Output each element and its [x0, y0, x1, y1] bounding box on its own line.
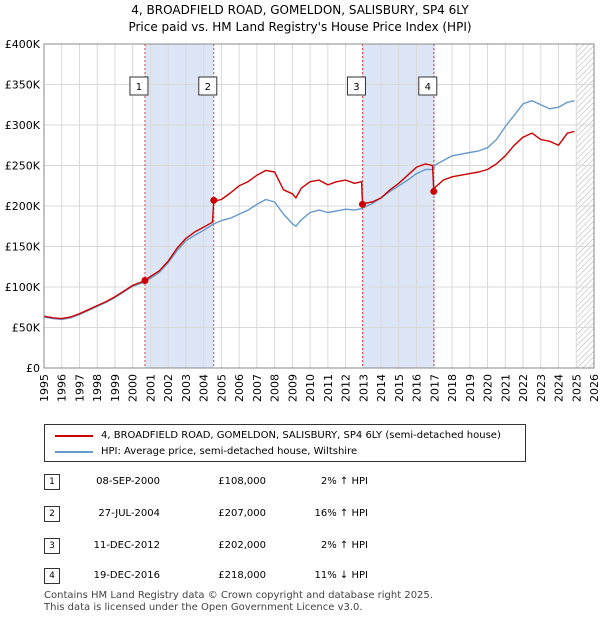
x-tick-label: 2002	[162, 374, 175, 402]
x-tick-label: 2024	[553, 374, 566, 402]
transaction-hpi: 2% ↑ HPI	[290, 540, 368, 551]
x-tick-label: 2025	[570, 374, 583, 402]
transaction-date: 08-SEP-2000	[70, 476, 160, 487]
x-tick-label: 2008	[269, 374, 282, 402]
transaction-date: 19-DEC-2016	[70, 570, 160, 581]
x-tick-label: 2006	[233, 374, 246, 402]
sale-marker-label: 3	[353, 82, 359, 93]
sale-point	[359, 201, 366, 208]
x-tick-label: 2000	[127, 374, 140, 402]
legend-label-property: 4, BROADFIELD ROAD, GOMELDON, SALISBURY,…	[101, 428, 501, 444]
x-tick-label: 2012	[340, 374, 353, 402]
transaction-number: 3	[44, 538, 60, 554]
x-tick-label: 2019	[464, 374, 477, 402]
legend-label-hpi: HPI: Average price, semi-detached house,…	[101, 444, 357, 460]
x-tick-label: 2026	[588, 374, 600, 402]
sale-marker-label: 2	[205, 82, 211, 93]
price-chart: 1 2 3 4 £0 £50K £100K £150K £200K £250K £300K £350…	[0, 0, 600, 420]
y-tick-label: £400K	[5, 38, 41, 51]
sale-marker-label: 4	[425, 82, 431, 93]
x-tick-label: 2022	[517, 374, 530, 402]
x-tick-label: 2023	[535, 374, 548, 402]
y-tick-label: £250K	[5, 160, 41, 173]
x-tick-label: 2007	[251, 374, 264, 402]
x-tick-label: 2015	[393, 374, 406, 402]
x-tick-label: 1999	[109, 374, 122, 402]
transaction-number: 2	[44, 506, 60, 522]
transaction-date: 27-JUL-2004	[70, 508, 160, 519]
transaction-price: £202,000	[190, 540, 266, 551]
y-tick-label: £0	[26, 362, 40, 375]
x-tick-label: 1995	[38, 374, 51, 402]
legend-line-red	[55, 435, 93, 437]
transaction-row: 2 27-JUL-2004 £207,000 16% ↑ HPI	[0, 504, 600, 526]
y-tick-label: £200K	[5, 200, 41, 213]
sale-marker-box: 4	[419, 77, 437, 95]
sale-point	[430, 188, 437, 195]
x-tick-label: 2018	[446, 374, 459, 402]
x-tick-label: 2021	[499, 374, 512, 402]
sale-marker-box: 2	[199, 77, 217, 95]
sale-point	[141, 277, 148, 284]
x-tick-label: 2004	[198, 374, 211, 402]
transaction-hpi: 2% ↑ HPI	[290, 476, 368, 487]
x-tick-label: 2003	[180, 374, 193, 402]
x-tick-label: 2010	[304, 374, 317, 402]
transaction-number: 1	[44, 474, 60, 490]
footer-license: This data is licensed under the Open Gov…	[44, 602, 363, 613]
transaction-hpi: 11% ↓ HPI	[290, 570, 368, 581]
transaction-price: £108,000	[190, 476, 266, 487]
x-tick-label: 2011	[322, 374, 335, 402]
transaction-price: £218,000	[190, 570, 266, 581]
x-tick-label: 2017	[428, 374, 441, 402]
x-tick-label: 2014	[375, 374, 388, 402]
x-tick-label: 2016	[411, 374, 424, 402]
transaction-row: 1 08-SEP-2000 £108,000 2% ↑ HPI	[0, 472, 600, 494]
sale-marker-box: 1	[130, 77, 148, 95]
x-tick-label: 1997	[73, 374, 86, 402]
y-tick-label: £300K	[5, 119, 41, 132]
y-tick-label: £150K	[5, 241, 41, 254]
price-series-line	[44, 132, 575, 319]
sale-marker-label: 1	[136, 82, 142, 93]
sale-point	[210, 197, 217, 204]
transaction-row: 4 19-DEC-2016 £218,000 11% ↓ HPI	[0, 566, 600, 588]
legend-line-blue	[55, 451, 93, 453]
x-tick-label: 2001	[144, 374, 157, 402]
transaction-hpi: 16% ↑ HPI	[290, 508, 368, 519]
y-tick-label: £350K	[5, 79, 41, 92]
transaction-row: 3 11-DEC-2012 £202,000 2% ↑ HPI	[0, 536, 600, 558]
y-tick-label: £50K	[12, 322, 41, 335]
transaction-date: 11-DEC-2012	[70, 540, 160, 551]
x-tick-label: 2005	[215, 374, 228, 402]
footer-copyright: Contains HM Land Registry data © Crown c…	[44, 590, 433, 601]
transaction-number: 4	[44, 568, 60, 584]
x-tick-label: 1996	[56, 374, 69, 402]
transaction-price: £207,000	[190, 508, 266, 519]
y-tick-label: £100K	[5, 281, 41, 294]
x-tick-label: 2009	[286, 374, 299, 402]
x-tick-label: 1998	[91, 374, 104, 402]
chart-legend: 4, BROADFIELD ROAD, GOMELDON, SALISBURY,…	[44, 424, 526, 462]
x-tick-label: 2013	[357, 374, 370, 402]
sale-marker-box: 3	[347, 77, 365, 95]
x-tick-label: 2020	[482, 374, 495, 402]
